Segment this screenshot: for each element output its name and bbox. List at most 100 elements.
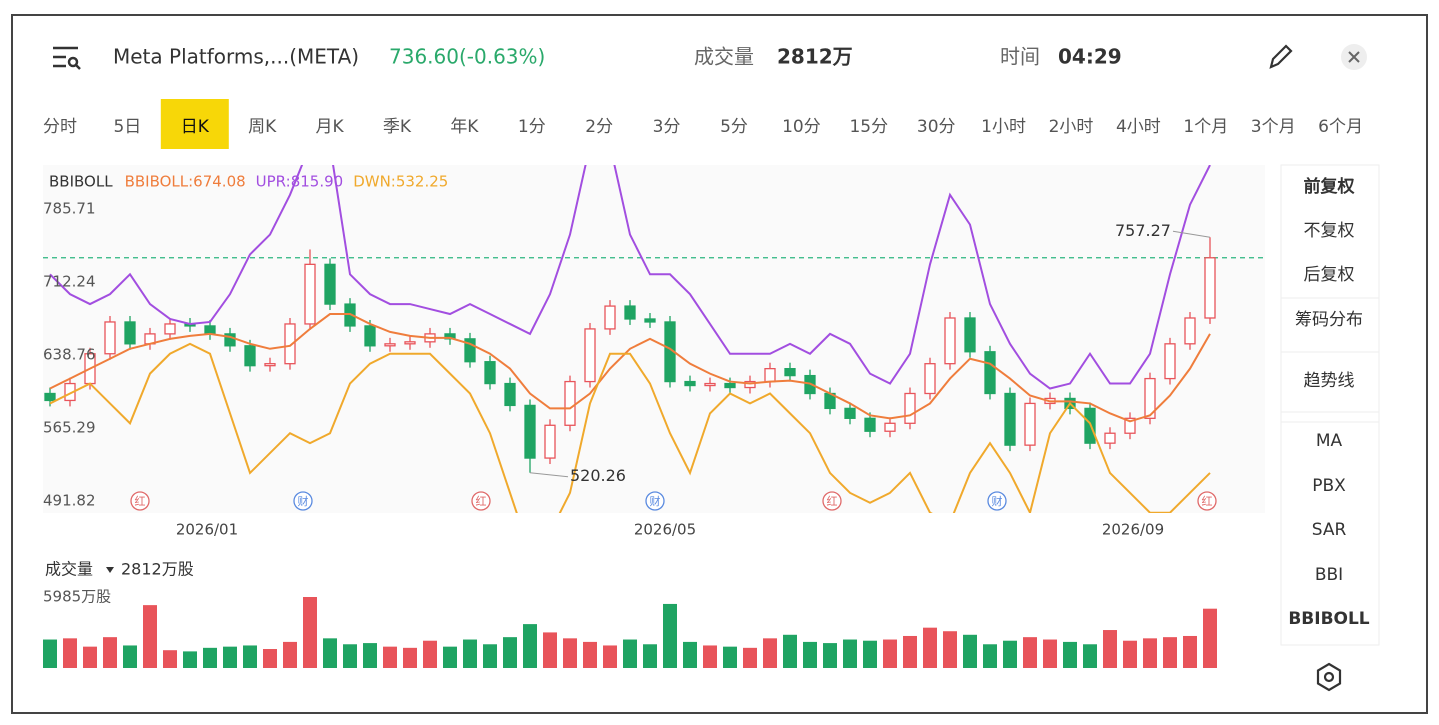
candle-body xyxy=(764,368,776,383)
candle-body xyxy=(604,305,616,330)
side-menu-item[interactable]: BBI xyxy=(1315,565,1343,585)
volume-bar xyxy=(1063,641,1077,668)
volume-bar xyxy=(323,638,337,668)
tab[interactable]: 2分 xyxy=(585,117,613,137)
tab[interactable]: 30分 xyxy=(917,117,956,137)
candle-body xyxy=(404,341,416,345)
tab[interactable]: 季K xyxy=(383,117,412,137)
volume-bar xyxy=(783,634,797,668)
candle-body xyxy=(264,363,276,367)
volume-bar xyxy=(503,637,517,668)
tab[interactable]: 3个月 xyxy=(1251,117,1296,137)
y-tick-label: 491.82 xyxy=(43,491,96,509)
tab[interactable]: 1小时 xyxy=(981,117,1026,137)
candle-body xyxy=(884,422,896,432)
event-marker[interactable] xyxy=(645,491,665,511)
volume-bar xyxy=(423,640,437,668)
close-button[interactable] xyxy=(1341,44,1367,70)
volume-bar xyxy=(583,641,597,668)
side-menu-item[interactable]: 筹码分布 xyxy=(1295,310,1363,330)
volume-bar xyxy=(363,643,377,668)
tab[interactable]: 月K xyxy=(316,117,345,137)
volume-bar xyxy=(643,644,657,668)
volume-value: 2812万 xyxy=(777,45,853,69)
volume-bar xyxy=(703,645,717,668)
tab[interactable]: 10分 xyxy=(782,117,821,137)
candle-body xyxy=(1124,417,1136,434)
legend-entry: DWN:532.25 xyxy=(353,173,448,191)
tab[interactable]: 1分 xyxy=(518,117,546,137)
side-menu-item[interactable]: 趋势线 xyxy=(1304,371,1355,391)
volume-bar xyxy=(1043,639,1057,668)
volume-bar xyxy=(683,641,697,668)
candle-body xyxy=(124,321,136,345)
candle-chart: BBIBOLL BBIBOLL:674.08 UPR:815.90 DWN:532.2… xyxy=(43,165,1265,668)
volume-bar xyxy=(83,646,97,668)
candle-body xyxy=(384,343,396,347)
candle-body xyxy=(984,351,996,395)
candle-body xyxy=(164,323,176,335)
active-tab-bg xyxy=(160,99,229,149)
event-marker[interactable] xyxy=(987,491,1007,511)
candle-body xyxy=(1024,402,1036,446)
candle-body xyxy=(964,317,976,353)
tab[interactable]: 2小时 xyxy=(1049,117,1094,137)
event-marker[interactable] xyxy=(471,491,491,511)
volume-bar xyxy=(303,597,317,668)
volume-bar xyxy=(403,647,417,668)
volume-bar xyxy=(943,631,957,668)
candle-body xyxy=(784,368,796,377)
candle-body xyxy=(324,263,336,305)
candle-body xyxy=(1104,432,1116,444)
tab[interactable]: 6个月 xyxy=(1318,117,1363,137)
tab[interactable]: 年K xyxy=(450,117,479,137)
y-tick-label: 638.76 xyxy=(43,345,96,363)
tab[interactable]: 3分 xyxy=(653,117,681,137)
tab[interactable]: 周K xyxy=(248,117,277,137)
side-menu-item[interactable]: 不复权 xyxy=(1304,221,1355,241)
side-menu-item[interactable]: 前复权 xyxy=(1304,176,1356,197)
side-menu-item[interactable]: MA xyxy=(1316,431,1343,451)
menu-icon[interactable] xyxy=(53,46,81,70)
candle-body xyxy=(724,382,736,389)
tab[interactable]: 5日 xyxy=(113,117,141,137)
tab[interactable]: 1个月 xyxy=(1183,117,1228,137)
indicator-line xyxy=(49,165,1211,390)
tab[interactable]: 5分 xyxy=(720,117,748,137)
side-menu-item[interactable]: 后复权 xyxy=(1304,265,1355,285)
settings-icon[interactable] xyxy=(1316,662,1342,692)
side-menu-item[interactable]: SAR xyxy=(1312,520,1347,540)
candle-body xyxy=(44,392,56,402)
volume-bar xyxy=(983,644,997,668)
event-label: 财 xyxy=(992,494,1003,508)
volume-bar xyxy=(163,650,177,668)
annotation-leader xyxy=(529,472,569,478)
volume-dropdown[interactable] xyxy=(106,567,114,573)
volume-bar xyxy=(263,649,277,668)
volume-bar xyxy=(123,645,137,668)
side-panel xyxy=(1280,164,1380,646)
x-tick-label: 2026/09 xyxy=(1102,521,1164,539)
event-marker[interactable] xyxy=(293,491,313,511)
tab-bar: 分时 5日 日K 周K 月K 季K 年K 1分 2分 3分 5分 10分 15分 30分 1小时 2小时 4小时… xyxy=(43,99,1363,149)
event-label: 红 xyxy=(135,495,146,508)
candle-body xyxy=(544,424,556,459)
plot-area xyxy=(43,165,1265,513)
side-menu-item[interactable]: BBIBOLL xyxy=(1288,609,1369,629)
event-marker[interactable] xyxy=(822,491,842,511)
tab[interactable]: 15分 xyxy=(849,117,888,137)
candle-body xyxy=(244,345,256,367)
event-marker[interactable] xyxy=(130,491,150,511)
tab[interactable]: 分时 xyxy=(43,117,77,137)
event-label: 红 xyxy=(476,495,487,508)
event-label: 财 xyxy=(650,494,661,508)
side-menu-item[interactable]: PBX xyxy=(1312,476,1346,496)
tab[interactable]: 4小时 xyxy=(1116,117,1161,137)
event-marker[interactable] xyxy=(1197,491,1217,511)
candle-body xyxy=(204,325,216,335)
tab[interactable]: 日K xyxy=(181,117,210,137)
edit-icon[interactable] xyxy=(1269,44,1293,69)
volume-bar xyxy=(1103,630,1117,668)
